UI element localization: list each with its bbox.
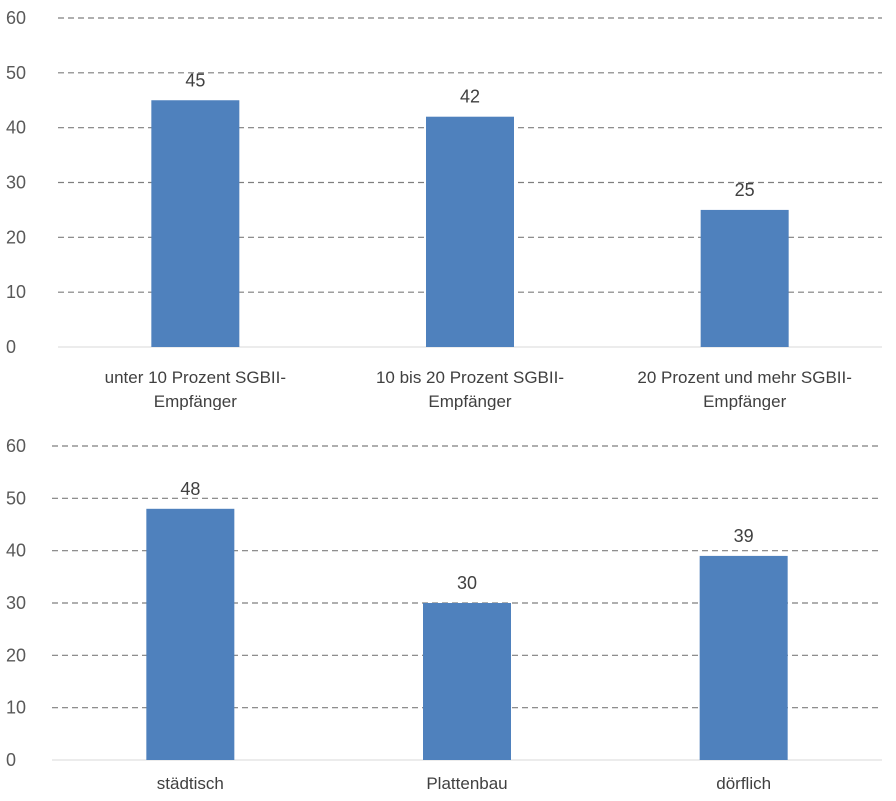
- y-tick-label: 30: [6, 593, 26, 613]
- data-label: 39: [734, 526, 754, 546]
- y-tick-label: 0: [6, 337, 16, 357]
- x-category-label: 20 Prozent und mehr SGBII-Empfänger: [637, 368, 852, 410]
- bar: [426, 116, 514, 347]
- y-tick-label: 20: [6, 227, 26, 247]
- data-label: 42: [460, 87, 480, 107]
- bar: [700, 209, 789, 347]
- data-label: 25: [735, 180, 755, 200]
- x-category-label: Plattenbau: [426, 774, 507, 793]
- y-tick-label: 50: [6, 63, 26, 83]
- bar: [146, 508, 235, 760]
- x-category-label: unter 10 Prozent SGBII-Empfänger: [105, 368, 286, 410]
- y-tick-label: 40: [6, 118, 26, 138]
- y-tick-label: 10: [6, 282, 26, 302]
- y-tick-label: 10: [6, 698, 26, 718]
- bar: [699, 555, 788, 760]
- data-label: 48: [180, 479, 200, 499]
- x-category-label: städtisch: [157, 774, 224, 793]
- bar-chart-settlement-type: 0 10 20 30 40 50 60 48 städtisch 30 Plattenbau 39 dö…: [6, 436, 882, 793]
- data-label: 45: [185, 70, 205, 90]
- bar-chart-sgbii: 0 10 20 30 40 50 60 45 unter 10 Prozent SGBII-Em…: [6, 8, 882, 410]
- y-tick-label: 60: [6, 8, 26, 28]
- data-label: 30: [457, 573, 477, 593]
- x-category-label: 10 bis 20 Prozent SGBII-Empfänger: [376, 368, 564, 410]
- y-tick-label: 30: [6, 173, 26, 193]
- y-tick-label: 0: [6, 750, 16, 770]
- bar: [151, 100, 240, 347]
- y-tick-label: 40: [6, 541, 26, 561]
- x-category-label: dörflich: [716, 774, 771, 793]
- bar: [423, 603, 511, 760]
- y-tick-label: 20: [6, 645, 26, 665]
- y-tick-label: 60: [6, 436, 26, 456]
- y-tick-label: 50: [6, 488, 26, 508]
